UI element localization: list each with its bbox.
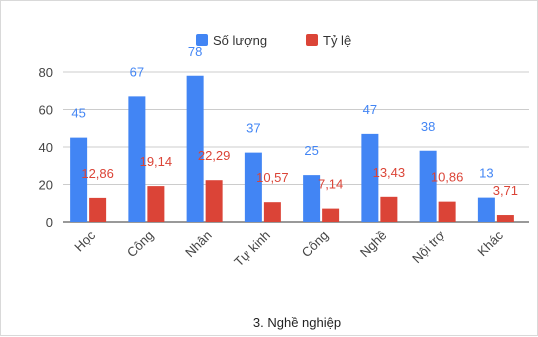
legend-swatch-ty-le (306, 34, 318, 46)
bar-ty-le (438, 201, 456, 222)
data-label-ty-le: 13,43 (373, 165, 406, 180)
y-axis: 0 20 40 60 80 (39, 65, 53, 230)
x-tick-label: Công (299, 228, 332, 261)
bar-so-luong (186, 75, 204, 222)
bar-so-luong (419, 150, 437, 222)
bar-so-luong (128, 96, 146, 222)
x-tick-label: Nghề (357, 228, 390, 261)
data-label-ty-le: 10,57 (256, 170, 289, 185)
data-label-ty-le: 22,29 (198, 148, 231, 163)
x-tick-label: Nhân (182, 228, 215, 261)
legend-swatch-so-luong (196, 34, 208, 46)
chart-title: 3. Nghề nghiệp (253, 315, 341, 330)
x-tick-label: Tự kinh (231, 228, 273, 270)
bar-ty-le (147, 186, 165, 222)
bar-so-luong (361, 133, 379, 222)
x-tick-label: Học (71, 227, 98, 254)
y-tick-label: 20 (39, 178, 53, 193)
x-axis: Học Công Nhân Tự kinh Công Nghề Nội trợ Khác (71, 227, 506, 269)
data-label-ty-le: 10,86 (431, 170, 464, 185)
legend-label-ty-le: Tỷ lệ (323, 33, 351, 48)
data-label-so-luong: 78 (188, 44, 202, 59)
data-label-ty-le: 7,14 (318, 177, 343, 192)
y-tick-label: 0 (46, 215, 53, 230)
x-tick-label: Nội trợ (409, 227, 448, 266)
bar-so-luong (244, 152, 262, 222)
x-tick-label: Khác (474, 227, 506, 259)
bar-so-luong (477, 197, 495, 222)
bar-ty-le (89, 197, 107, 222)
data-label-ty-le: 12,86 (81, 166, 114, 181)
legend: Số lượng Tỷ lệ (196, 33, 351, 48)
bar-so-luong (303, 175, 321, 222)
bars (70, 75, 514, 222)
y-tick-label: 80 (39, 65, 53, 80)
y-tick-label: 60 (39, 103, 53, 118)
data-label-so-luong: 45 (71, 106, 85, 121)
data-label-so-luong: 67 (130, 64, 144, 79)
data-labels: 45 12,86 67 19,14 78 22,29 37 10,57 25 7,14 47 13,4… (71, 44, 518, 198)
data-label-ty-le: 19,14 (140, 154, 173, 169)
y-tick-label: 40 (39, 140, 53, 155)
data-label-so-luong: 37 (246, 121, 260, 136)
bar-so-luong (70, 137, 88, 222)
x-tick-label: Công (124, 228, 157, 261)
bar-ty-le (322, 208, 340, 222)
bar-ty-le (496, 215, 514, 222)
data-label-so-luong: 38 (421, 119, 435, 134)
legend-label-so-luong: Số lượng (213, 33, 267, 48)
bar-ty-le (380, 196, 398, 222)
data-label-so-luong: 13 (479, 166, 493, 181)
data-label-so-luong: 47 (363, 102, 377, 117)
data-label-ty-le: 3,71 (493, 183, 518, 198)
data-label-so-luong: 25 (304, 143, 318, 158)
bar-ty-le (205, 180, 223, 222)
bar-ty-le (263, 202, 281, 222)
